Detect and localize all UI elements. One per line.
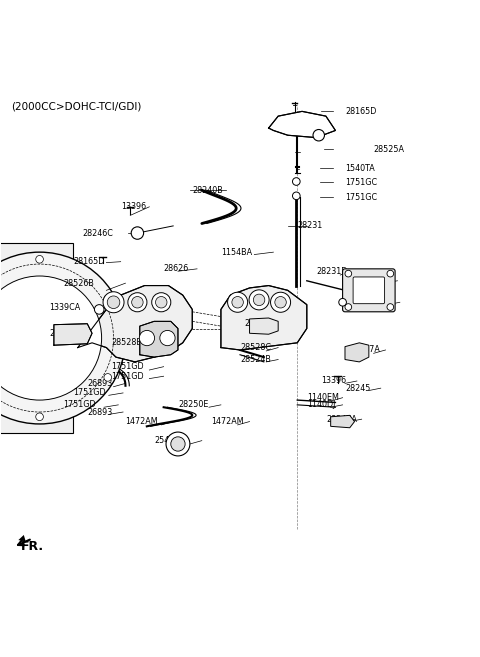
Text: 28231: 28231 [297,221,323,231]
Circle shape [345,304,352,310]
Text: 13396: 13396 [120,202,146,212]
Circle shape [253,294,265,306]
Polygon shape [78,286,192,362]
Text: 25461W: 25461W [154,436,187,445]
Text: 28165D: 28165D [73,257,104,266]
Circle shape [0,276,102,400]
Circle shape [104,295,111,302]
Text: 39400D: 39400D [364,277,396,285]
Text: 28165D: 28165D [345,107,376,116]
Bar [0,242,73,434]
Text: 1751GD: 1751GD [111,372,144,380]
Text: FR.: FR. [21,541,44,553]
Text: 1339CA: 1339CA [49,302,80,311]
Text: 28250E: 28250E [178,400,208,409]
Text: 28245: 28245 [345,384,371,393]
Circle shape [387,304,394,310]
Circle shape [387,270,394,277]
FancyBboxPatch shape [343,269,395,312]
Circle shape [345,270,352,277]
Circle shape [160,330,175,346]
Text: 1751GD: 1751GD [63,400,96,409]
Circle shape [152,293,171,312]
Text: 1472AM: 1472AM [125,417,158,426]
Text: 1751GC: 1751GC [345,193,377,202]
Text: 1751GC: 1751GC [345,179,377,187]
Text: 28246C: 28246C [83,229,113,238]
Circle shape [36,256,43,263]
Polygon shape [54,324,92,345]
Circle shape [339,298,347,306]
Polygon shape [331,415,355,428]
Circle shape [36,413,43,420]
Text: 28524B: 28524B [240,355,271,364]
Circle shape [104,374,111,381]
Text: 28593A: 28593A [245,319,276,328]
Circle shape [232,296,243,308]
Circle shape [132,296,143,308]
Circle shape [292,192,300,200]
Text: 26893: 26893 [87,407,112,417]
Circle shape [249,290,269,310]
Text: 28528C: 28528C [240,343,271,352]
Circle shape [271,292,290,312]
Polygon shape [140,321,178,357]
Text: 1154BA: 1154BA [221,248,252,257]
Text: 28526B: 28526B [63,279,94,288]
Text: 13396: 13396 [321,376,346,386]
Text: 1472AM: 1472AM [211,417,244,426]
Polygon shape [250,318,278,334]
Text: (2000CC>DOHC-TCI/GDI): (2000CC>DOHC-TCI/GDI) [11,102,141,112]
Text: 28247A: 28247A [326,415,357,424]
Text: 1751GD: 1751GD [73,388,106,397]
Circle shape [171,437,185,451]
Text: 1751GD: 1751GD [111,362,144,371]
Text: 1140DJ: 1140DJ [307,400,335,409]
Circle shape [156,296,167,308]
Text: 1540TA: 1540TA [345,164,375,173]
Circle shape [131,227,144,239]
Polygon shape [345,343,369,362]
Text: 28525A: 28525A [373,145,405,154]
Circle shape [139,330,155,346]
Polygon shape [269,112,336,137]
Text: 28240B: 28240B [192,186,223,194]
Text: 28247A: 28247A [350,346,381,355]
Circle shape [166,432,190,456]
Text: 1140EM: 1140EM [307,393,339,402]
Text: 28626: 28626 [164,264,189,273]
Text: 26893: 26893 [87,379,112,388]
Circle shape [313,129,324,141]
Circle shape [228,292,248,312]
Circle shape [0,252,125,424]
Circle shape [275,296,286,308]
FancyBboxPatch shape [353,277,384,304]
Text: 28528E: 28528E [111,338,142,348]
Polygon shape [221,286,307,350]
Circle shape [107,296,120,309]
Circle shape [292,177,300,185]
Circle shape [128,293,147,312]
Circle shape [95,305,104,314]
Text: 28521A: 28521A [49,328,80,338]
Text: 1022AA: 1022AA [364,298,396,307]
Circle shape [103,292,124,313]
Text: 28231D: 28231D [316,267,348,276]
